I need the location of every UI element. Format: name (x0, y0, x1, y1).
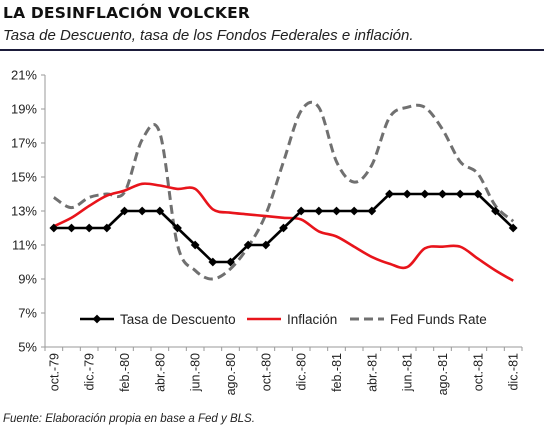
data-point-tasa-de-descuento (402, 189, 412, 199)
chart-subtitle: Tasa de Descuento, tasa de los Fondos Fe… (3, 27, 414, 44)
line-chart: 5% 7% 9% 11% 13% 15% 17% 19% 21% oct.-79 dic.-79 fe… (11, 68, 523, 395)
data-point-tasa-de-descuento (349, 206, 359, 216)
chart-title: LA DESINFLACIÓN VOLCKER (3, 4, 251, 22)
data-point-tasa-de-descuento (279, 223, 288, 233)
data-point-tasa-de-descuento (367, 206, 377, 216)
y-tick-label: 13% (11, 204, 37, 219)
data-point-tasa-de-descuento (385, 189, 394, 199)
legend-label-fed-funds-rate: Fed Funds Rate (390, 312, 487, 327)
legend-marker-tasa-de-descuento (92, 314, 102, 324)
x-tick-label: dic.-81 (507, 353, 521, 391)
x-tick-label: ago.-81 (436, 353, 450, 395)
x-tick-label: feb.-80 (118, 353, 132, 392)
x-tick-label: oct.-80 (259, 353, 273, 391)
x-tick-label: dic.-79 (83, 353, 97, 391)
x-tick-label: jun.-80 (189, 353, 203, 392)
data-point-tasa-de-descuento (420, 189, 430, 199)
x-tick-label: ago.-80 (224, 353, 238, 395)
data-point-tasa-de-descuento (261, 240, 271, 250)
data-point-tasa-de-descuento (67, 223, 76, 233)
x-tick-label: abr.-81 (365, 353, 379, 392)
data-point-tasa-de-descuento (332, 206, 341, 216)
data-point-tasa-de-descuento (455, 189, 465, 199)
data-point-tasa-de-descuento (243, 240, 253, 250)
data-point-tasa-de-descuento (155, 206, 165, 216)
header-divider (0, 49, 544, 51)
y-tick-label: 19% (11, 102, 37, 117)
x-tick-label: abr.-80 (153, 353, 167, 392)
y-tick-label: 7% (18, 306, 37, 321)
data-point-tasa-de-descuento (102, 223, 112, 233)
data-point-tasa-de-descuento (137, 206, 147, 216)
x-tick-label: dic.-80 (295, 353, 309, 391)
data-point-tasa-de-descuento (84, 223, 94, 233)
data-point-tasa-de-descuento (49, 223, 59, 233)
data-point-tasa-de-descuento (491, 206, 500, 216)
data-point-tasa-de-descuento (508, 223, 518, 233)
legend-label-tasa-de-descuento: Tasa de Descuento (120, 312, 236, 327)
series-line-fed-funds-rate (52, 100, 515, 281)
source-note: Fuente: Elaboración propia en base a Fed… (3, 413, 255, 425)
legend-label-inflacion: Inflación (287, 312, 337, 327)
data-point-tasa-de-descuento (190, 240, 200, 250)
x-tick-label: jun.-81 (401, 353, 415, 392)
y-tick-label: 5% (18, 340, 37, 355)
x-tick-label: feb.-81 (330, 353, 344, 392)
data-point-tasa-de-descuento (438, 189, 447, 199)
y-tick-label: 9% (18, 272, 37, 287)
data-point-tasa-de-descuento (173, 223, 182, 233)
x-tick-label: oct.-79 (47, 353, 61, 391)
y-tick-label: 17% (11, 136, 37, 151)
y-tick-label: 21% (11, 68, 37, 83)
data-point-tasa-de-descuento (473, 189, 483, 199)
y-tick-label: 15% (11, 170, 37, 185)
x-tick-label: oct.-81 (471, 353, 485, 391)
y-tick-label: 11% (12, 238, 37, 253)
data-point-tasa-de-descuento (314, 206, 324, 216)
data-point-tasa-de-descuento (120, 206, 129, 216)
series-line-inflacion (53, 182, 514, 282)
data-point-tasa-de-descuento (296, 206, 306, 216)
